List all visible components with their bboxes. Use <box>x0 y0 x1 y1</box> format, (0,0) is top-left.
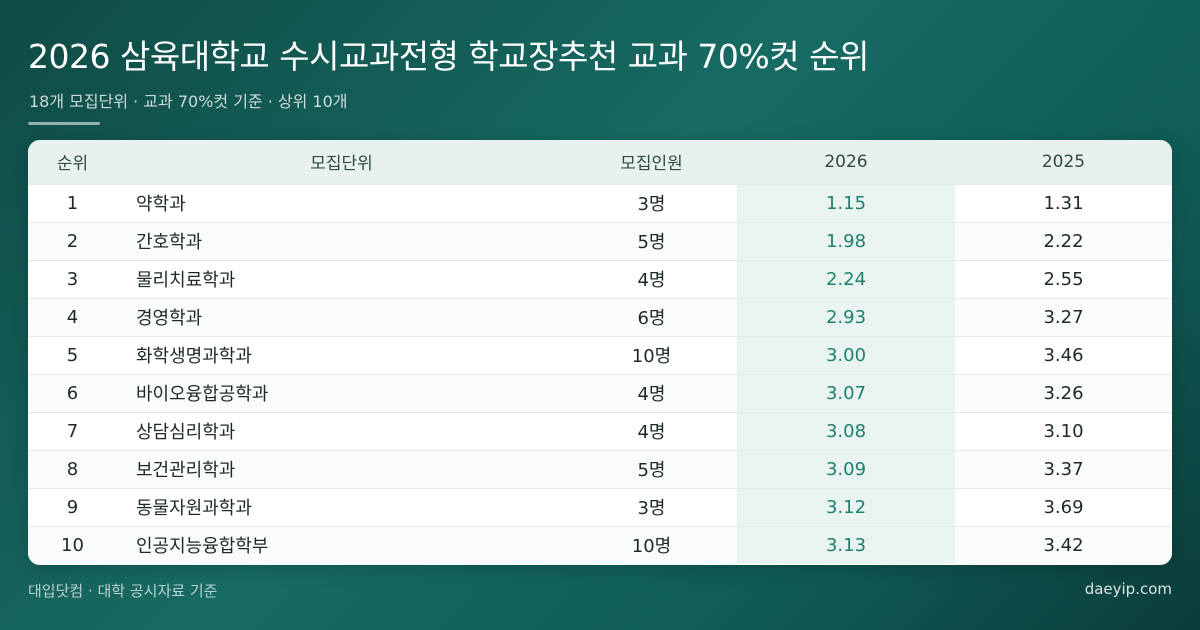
cutoff-2026-cell: 3.13 <box>737 525 955 564</box>
cutoff-2026-cell: 2.24 <box>737 259 955 298</box>
quota-cell: 4명 <box>566 259 737 298</box>
column-header-2025: 2025 <box>1041 151 1086 172</box>
table-row: 5 화학생명과학과 10명 3.00 3.46 <box>28 335 1172 374</box>
cutoff-2025-cell: 3.46 <box>955 335 1172 374</box>
title-underline <box>28 122 100 125</box>
quota-cell: 3명 <box>566 487 737 526</box>
rank-cell: 4 <box>28 297 117 336</box>
quota-cell: 5명 <box>566 449 737 488</box>
rank-cell: 7 <box>28 411 117 450</box>
unit-cell: 약학과 <box>117 183 566 222</box>
page-title: 2026 삼육대학교 수시교과전형 학교장추천 교과 70%컷 순위 <box>28 37 869 76</box>
table-row: 10 인공지능융합학부 10명 3.13 3.42 <box>28 525 1172 564</box>
unit-cell: 화학생명과학과 <box>117 335 566 374</box>
cutoff-2025-cell: 3.26 <box>955 373 1172 412</box>
quota-cell: 10명 <box>566 525 737 564</box>
table-row: 8 보건관리학과 5명 3.09 3.37 <box>28 449 1172 488</box>
column-header-rank: 순위 <box>56 154 89 175</box>
unit-cell: 바이오융합공학과 <box>117 373 566 412</box>
cutoff-2026-cell: 3.12 <box>737 487 955 526</box>
cutoff-2025-cell: 3.37 <box>955 449 1172 488</box>
rank-cell: 5 <box>28 335 117 374</box>
rank-cell: 6 <box>28 373 117 412</box>
unit-cell: 경영학과 <box>117 297 566 336</box>
table-row: 2 간호학과 5명 1.98 2.22 <box>28 221 1172 260</box>
table-row: 4 경영학과 6명 2.93 3.27 <box>28 297 1172 336</box>
ranking-table: 순위 모집단위 모집인원 2026 2025 1 약학과 3명 1.15 1.3… <box>28 140 1172 564</box>
table-row: 6 바이오융합공학과 4명 3.07 3.26 <box>28 373 1172 412</box>
cutoff-2026-cell: 2.93 <box>737 297 955 336</box>
cutoff-2025-cell: 3.27 <box>955 297 1172 336</box>
rank-cell: 9 <box>28 487 117 526</box>
cutoff-2025-cell: 3.10 <box>955 411 1172 450</box>
cutoff-2025-cell: 2.22 <box>955 221 1172 260</box>
table-row: 3 물리치료학과 4명 2.24 2.55 <box>28 259 1172 298</box>
page-subtitle: 18개 모집단위 · 교과 70%컷 기준 · 상위 10개 <box>29 92 348 111</box>
column-header-unit: 모집단위 <box>310 154 373 175</box>
cutoff-2025-cell: 3.42 <box>955 525 1172 564</box>
table-row: 9 동물자원과학과 3명 3.12 3.69 <box>28 487 1172 526</box>
quota-cell: 10명 <box>566 335 737 374</box>
cutoff-2025-cell: 3.69 <box>955 487 1172 526</box>
source-note: 대입닷컴 · 대학 공시자료 기준 <box>28 582 218 600</box>
cutoff-2025-cell: 2.55 <box>955 259 1172 298</box>
site-link[interactable]: daeyip.com <box>1084 580 1172 598</box>
quota-cell: 4명 <box>566 373 737 412</box>
quota-cell: 6명 <box>566 297 737 336</box>
cutoff-2026-cell: 3.09 <box>737 449 955 488</box>
rank-cell: 2 <box>28 221 117 260</box>
quota-cell: 4명 <box>566 411 737 450</box>
unit-cell: 인공지능융합학부 <box>117 525 566 564</box>
cutoff-2026-cell: 1.15 <box>737 183 955 222</box>
unit-cell: 보건관리학과 <box>117 449 566 488</box>
cutoff-2025-cell: 1.31 <box>955 183 1172 222</box>
cutoff-2026-cell: 1.98 <box>737 221 955 260</box>
table-row: 1 약학과 3명 1.15 1.31 <box>28 183 1172 222</box>
unit-cell: 동물자원과학과 <box>117 487 566 526</box>
unit-cell: 상담심리학과 <box>117 411 566 450</box>
column-header-quota: 모집인원 <box>620 154 683 175</box>
table-header-row: 순위 모집단위 모집인원 2026 2025 <box>28 140 1172 184</box>
cutoff-2026-cell: 3.08 <box>737 411 955 450</box>
rank-cell: 1 <box>28 183 117 222</box>
rank-cell: 10 <box>28 525 117 564</box>
quota-cell: 3명 <box>566 183 737 222</box>
unit-cell: 물리치료학과 <box>117 259 566 298</box>
cutoff-2026-cell: 3.07 <box>737 373 955 412</box>
unit-cell: 간호학과 <box>117 221 566 260</box>
quota-cell: 5명 <box>566 221 737 260</box>
rank-cell: 3 <box>28 259 117 298</box>
column-header-2026: 2026 <box>824 151 868 172</box>
cutoff-2026-cell: 3.00 <box>737 335 955 374</box>
ranking-table-card: 순위 모집단위 모집인원 2026 2025 1 약학과 3명 1.15 1.3… <box>28 140 1172 565</box>
rank-cell: 8 <box>28 449 117 488</box>
table-row: 7 상담심리학과 4명 3.08 3.10 <box>28 411 1172 450</box>
